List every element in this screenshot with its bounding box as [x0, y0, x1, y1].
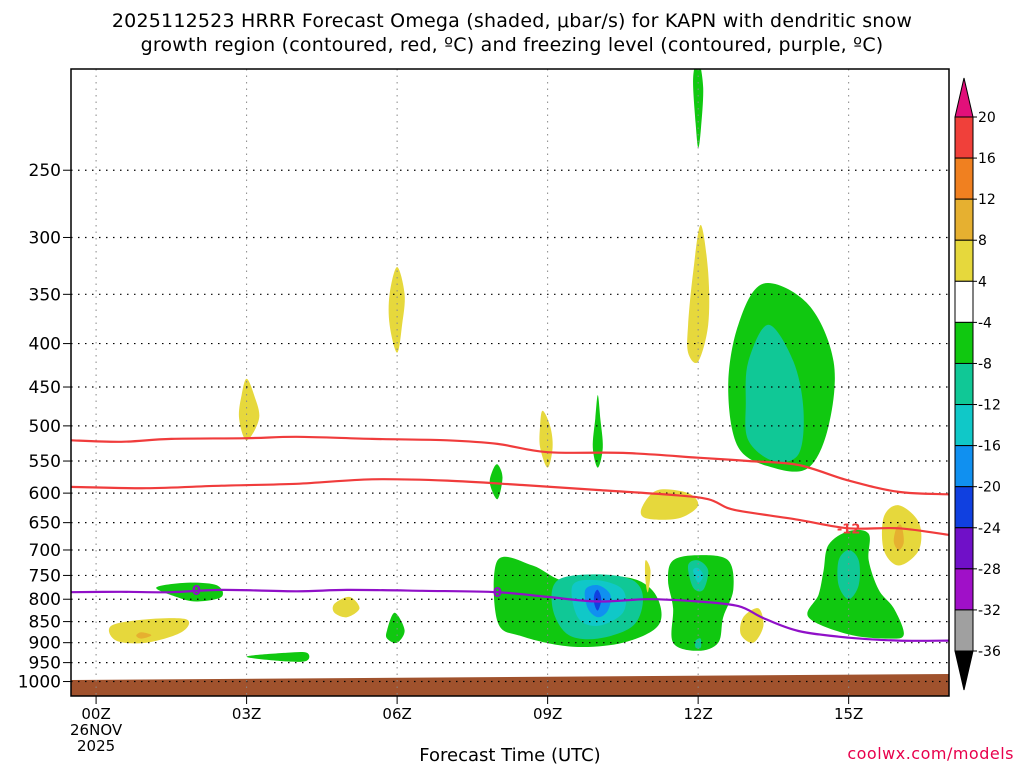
colorbar-label-11: -28 — [978, 562, 1001, 578]
omega-region-9 — [539, 410, 553, 468]
omega-region-20 — [668, 555, 734, 651]
omega-region-26 — [745, 324, 804, 463]
dgz-contour-1 — [71, 435, 949, 496]
y-tick-label-250: 250 — [29, 161, 61, 181]
colorbar-segment-5 — [954, 321, 974, 364]
omega-region-28 — [837, 550, 860, 600]
y-tick-label-300: 300 — [29, 228, 61, 248]
freezing-level-label-1: 0 — [493, 586, 502, 601]
freezing-level-line — [71, 588, 949, 642]
omega-region-23 — [695, 638, 702, 649]
grid-lines — [71, 69, 949, 696]
colorbar-label-9: -20 — [978, 480, 1001, 496]
x-tick-label-15Z: 15Z — [834, 705, 863, 723]
omega-region-22 — [693, 567, 704, 583]
colorbar-label-10: -24 — [978, 521, 1001, 537]
omega-region-7 — [385, 612, 405, 644]
omega-region-30 — [893, 524, 904, 550]
omega-region-15 — [593, 589, 602, 611]
y-tick-label-350: 350 — [29, 285, 61, 305]
colorbar-segment-8 — [954, 445, 974, 488]
colorbar-segment-1 — [954, 157, 974, 200]
credit-link[interactable]: coolwx.com/models — [847, 744, 1014, 763]
omega-shading — [108, 69, 922, 662]
x-tick-label-06Z: 06Z — [382, 705, 411, 723]
chart-title-line-1: 2025112523 HRRR Forecast Omega (shaded, … — [111, 10, 913, 32]
chart-title-line-2: growth region (contoured, red, ºC) and f… — [140, 34, 884, 56]
y-tick-label-900: 900 — [29, 634, 61, 654]
colorbar-label-7: -12 — [978, 398, 1001, 414]
colorbar-segment-3 — [954, 239, 974, 282]
colorbar-segment-4 — [954, 280, 974, 323]
ground-terrain — [71, 673, 949, 696]
omega-region-3 — [238, 378, 260, 441]
x-axis-title: Forecast Time (UTC) — [419, 745, 601, 766]
y-tick-label-600: 600 — [29, 484, 61, 504]
colorbar-label-2: 12 — [978, 192, 996, 208]
freezing-level-label-0: 0 — [192, 584, 201, 599]
colorbar-top-arrow — [954, 77, 974, 118]
y-tick-label-550: 550 — [29, 452, 61, 472]
colorbar-label-6: -8 — [978, 356, 992, 372]
colorbar-label-12: -32 — [978, 603, 1001, 619]
x-tick-date: 26NOV — [70, 721, 123, 739]
omega-region-0 — [108, 618, 190, 644]
colorbar-label-3: 8 — [978, 233, 987, 249]
omega-region-18 — [687, 225, 710, 364]
x-tick-label-12Z: 12Z — [683, 705, 712, 723]
colorbar-label-13: -36 — [978, 644, 1001, 660]
y-axis-ticks: 2503003504004505005506006507007508008509… — [18, 161, 71, 693]
omega-region-4 — [246, 652, 310, 662]
colorbar-segment-12 — [954, 609, 974, 652]
colorbar-segment-0 — [954, 116, 974, 159]
contour-lines: -12 0 0 — [71, 435, 949, 642]
plot-frame — [70, 68, 950, 697]
y-tick-label-950: 950 — [29, 654, 61, 674]
colorbar-segment-9 — [954, 486, 974, 529]
dgz-contour-0 — [71, 478, 949, 536]
y-tick-label-1000: 1000 — [18, 673, 61, 693]
x-tick-label-03Z: 03Z — [232, 705, 261, 723]
y-tick-label-400: 400 — [29, 335, 61, 355]
omega-region-10 — [592, 395, 603, 468]
y-tick-label-700: 700 — [29, 541, 61, 561]
omega-region-5 — [332, 596, 360, 618]
colorbar-label-4: 4 — [978, 274, 987, 290]
y-tick-label-800: 800 — [29, 590, 61, 610]
colorbar-label-5: -4 — [978, 315, 992, 331]
colorbar-label-1: 16 — [978, 151, 996, 167]
y-tick-label-450: 450 — [29, 378, 61, 398]
omega-region-1 — [136, 632, 152, 639]
colorbar: 20 16 12 8 4 -4 -8 -12 -16 -20 -24 -28 -32 -36 — [954, 77, 1001, 691]
omega-region-24 — [740, 608, 764, 643]
dgz-contour-label: -12 — [837, 522, 861, 537]
omega-region-8 — [489, 464, 503, 500]
colorbar-segment-2 — [954, 198, 974, 241]
x-tick-label-09Z: 09Z — [533, 705, 562, 723]
colorbar-segment-11 — [954, 568, 974, 611]
y-tick-label-500: 500 — [29, 417, 61, 437]
x-tick-label-00Z: 00Z — [81, 705, 110, 723]
colorbar-label-0: 20 — [978, 110, 996, 126]
y-tick-label-650: 650 — [29, 514, 61, 534]
omega-region-17 — [644, 560, 651, 593]
y-tick-label-850: 850 — [29, 613, 61, 633]
colorbar-segment-6 — [954, 362, 974, 406]
colorbar-segment-10 — [954, 527, 974, 570]
x-tick-year: 2025 — [77, 737, 115, 755]
colorbar-bottom-arrow — [954, 650, 974, 691]
ground-layer — [71, 673, 949, 696]
colorbar-label-8: -16 — [978, 439, 1001, 455]
colorbar-segment-7 — [954, 404, 974, 447]
y-tick-label-750: 750 — [29, 566, 61, 586]
